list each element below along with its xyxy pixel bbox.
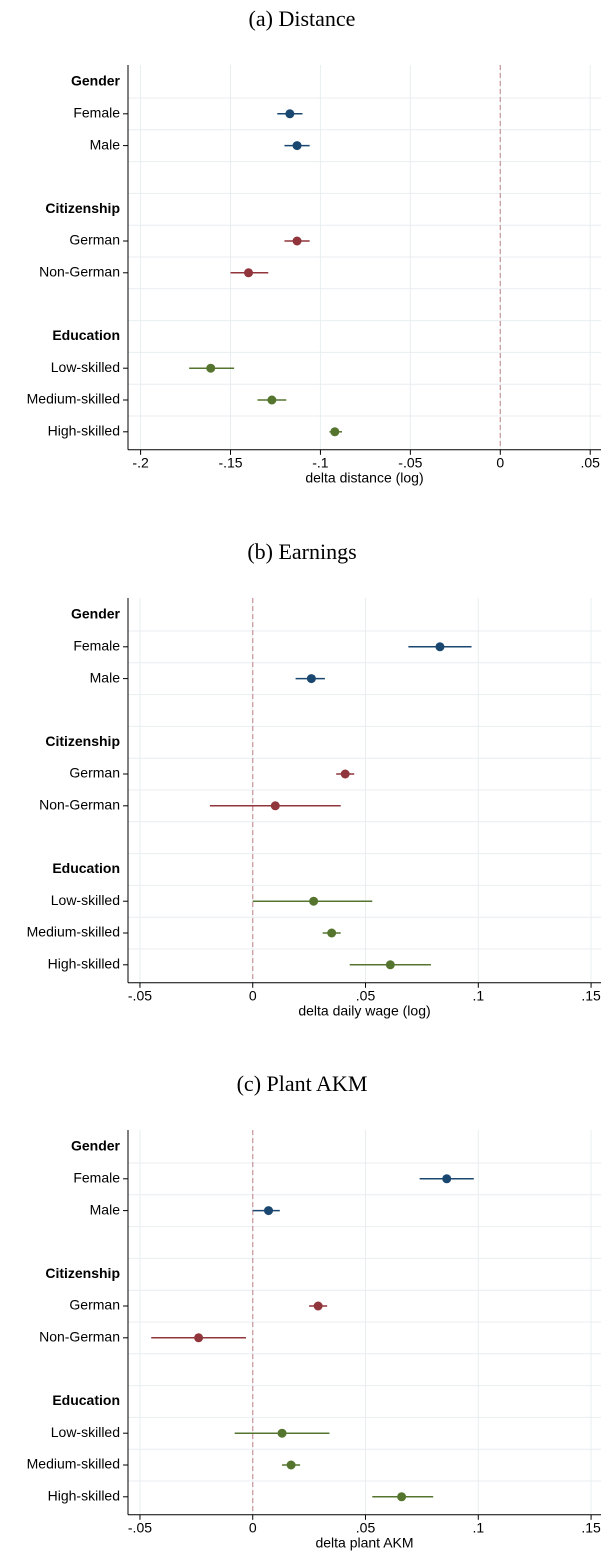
y-tick-label: Non-German [39, 797, 120, 813]
y-tick-label: German [69, 1297, 120, 1313]
y-tick-label: Low-skilled [51, 359, 120, 375]
point [442, 1174, 452, 1184]
x-axis-label: delta daily wage (log) [298, 1003, 430, 1019]
y-tick-label: Medium-skilled [27, 391, 120, 407]
point [292, 236, 302, 246]
x-axis-label: delta plant AKM [315, 1535, 413, 1551]
x-tick-label: .05 [580, 455, 600, 471]
point [385, 960, 395, 970]
x-axis-label: delta distance (log) [305, 470, 423, 486]
point [270, 801, 280, 811]
point [243, 268, 253, 278]
x-tick-label: -.2 [132, 455, 149, 471]
x-tick-label: .05 [356, 1520, 376, 1536]
point [194, 1333, 204, 1343]
point [285, 109, 295, 119]
point [286, 1460, 296, 1470]
panel-title: (a) Distance [249, 6, 356, 31]
point [330, 427, 340, 437]
y-tick-label: Medium-skilled [27, 1456, 120, 1472]
group-header: Education [52, 860, 120, 876]
y-tick-label: Non-German [39, 1329, 120, 1345]
x-tick-label: .05 [356, 988, 376, 1004]
y-tick-label: Female [73, 1170, 120, 1186]
x-tick-label: .1 [472, 1520, 484, 1536]
y-tick-label: High-skilled [48, 956, 120, 972]
y-tick-label: Non-German [39, 264, 120, 280]
group-header: Citizenship [45, 200, 120, 216]
point [340, 769, 350, 779]
y-tick-label: High-skilled [48, 1488, 120, 1504]
y-tick-label: German [69, 232, 120, 248]
group-header: Education [52, 327, 120, 343]
y-tick-label: Female [73, 638, 120, 654]
x-tick-label: -.05 [128, 988, 152, 1004]
y-tick-label: Low-skilled [51, 1424, 120, 1440]
x-tick-label: 0 [496, 455, 504, 471]
x-tick-label: -.15 [218, 455, 242, 471]
panel-title: (b) Earnings [247, 539, 356, 564]
point [277, 1428, 287, 1438]
y-tick-label: Female [73, 105, 120, 121]
y-tick-label: Medium-skilled [27, 924, 120, 940]
point [267, 395, 277, 405]
x-tick-label: -.05 [398, 455, 422, 471]
point [397, 1492, 407, 1502]
x-tick-label: 0 [249, 988, 257, 1004]
point [327, 928, 337, 938]
point [313, 1301, 323, 1311]
group-header: Education [52, 1392, 120, 1408]
x-tick-label: 0 [249, 1520, 257, 1536]
x-tick-label: .15 [581, 1520, 601, 1536]
point [309, 896, 319, 906]
point [292, 141, 302, 151]
group-header: Citizenship [45, 733, 120, 749]
x-tick-label: -.1 [312, 455, 329, 471]
point [306, 674, 316, 684]
point [206, 363, 216, 373]
group-header: Gender [71, 73, 121, 89]
y-tick-label: Low-skilled [51, 892, 120, 908]
panel-title: (c) Plant AKM [237, 1071, 368, 1096]
y-tick-label: Male [90, 136, 121, 152]
x-tick-label: -.05 [128, 1520, 152, 1536]
y-tick-label: High-skilled [48, 423, 120, 439]
y-tick-label: Male [90, 669, 121, 685]
y-tick-label: German [69, 765, 120, 781]
x-tick-label: .15 [581, 988, 601, 1004]
group-header: Citizenship [45, 1265, 120, 1281]
x-tick-label: .1 [472, 988, 484, 1004]
y-tick-label: Male [90, 1201, 121, 1217]
group-header: Gender [71, 606, 121, 622]
point [435, 642, 445, 652]
group-header: Gender [71, 1138, 121, 1154]
point [264, 1206, 274, 1216]
